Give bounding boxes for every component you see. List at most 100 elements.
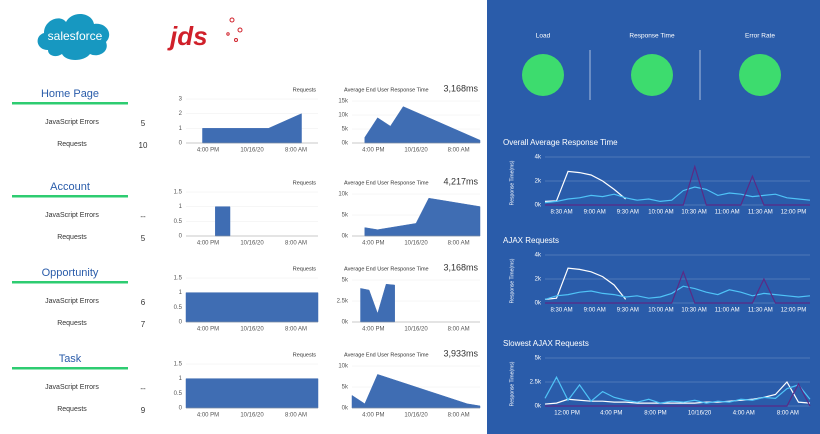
y-tick-label: 1.5 [174, 190, 183, 196]
x-tick-label: 4:00 AM [733, 411, 755, 417]
line [544, 380, 811, 405]
x-tick-label: 10/16/20 [240, 413, 264, 419]
x-tick-label: 4:00 PM [362, 241, 384, 247]
chart-value: 3,168ms [443, 83, 478, 93]
line [544, 186, 811, 204]
chart-value: 3,933ms [443, 348, 478, 358]
indicator-label: Error Rate [745, 33, 775, 40]
x-tick-label: 8:00 AM [285, 413, 307, 419]
metric-label: JavaScript Errors [45, 119, 99, 126]
x-tick-label: 8:30 AM [551, 210, 573, 216]
x-tick-label: 4:00 PM [197, 148, 219, 154]
y-tick-label: 1 [179, 204, 183, 210]
chart-value: 4,217ms [443, 176, 478, 186]
metric-value: -- [140, 212, 146, 221]
x-tick-label: 12:00 PM [781, 210, 807, 216]
x-tick-label: 9:00 AM [584, 210, 606, 216]
y-tick-label: 0.5 [174, 391, 183, 397]
y-tick-label: 0 [179, 234, 183, 240]
metric-label: JavaScript Errors [45, 212, 99, 219]
x-tick-label: 10/16/20 [404, 148, 428, 154]
y-tick-label: 0.5 [174, 305, 183, 311]
y-axis-label: Response Time(ms) [509, 258, 515, 303]
y-tick-label: 2.5k [337, 299, 349, 305]
indicator-label: Load [536, 33, 551, 40]
y-tick-label: 5k [535, 356, 542, 362]
x-tick-label: 10/16/20 [404, 327, 428, 333]
metric-label: Requests [57, 320, 87, 327]
y-tick-label: 0k [342, 320, 349, 326]
section-title: Opportunity [42, 267, 99, 279]
y-tick-label: 4k [535, 253, 542, 259]
line [544, 170, 627, 202]
y-tick-label: 0 [179, 141, 183, 147]
x-tick-label: 9:30 AM [617, 210, 639, 216]
metric-value: 10 [139, 141, 148, 150]
y-tick-label: 10k [338, 364, 349, 370]
chart-title: Average End User Response Time [344, 180, 429, 186]
chart-title: Slowest AJAX Requests [503, 339, 589, 348]
metric-label: Requests [57, 141, 87, 148]
metric-value: 7 [141, 320, 146, 329]
x-tick-label: 9:00 AM [584, 308, 606, 314]
y-tick-label: 5k [342, 385, 349, 391]
y-tick-label: 0k [342, 406, 349, 412]
y-tick-label: 15k [338, 99, 349, 105]
chart-title: AJAX Requests [503, 236, 559, 245]
y-tick-label: 2.5k [530, 380, 542, 386]
x-tick-label: 12:00 PM [554, 411, 580, 417]
chart-title: Requests [293, 87, 316, 93]
line [545, 164, 810, 206]
x-tick-label: 9:30 AM [617, 308, 639, 314]
jds-logo: jds [167, 21, 208, 51]
x-tick-label: 10/16/20 [240, 241, 264, 247]
y-tick-label: 3 [179, 97, 183, 103]
area [185, 292, 319, 323]
metric-label: Requests [57, 234, 87, 241]
y-tick-label: 2 [179, 111, 183, 117]
y-tick-label: 0k [342, 141, 349, 147]
section-title: Home Page [41, 88, 99, 100]
dividers [589, 50, 701, 100]
x-tick-label: 4:00 PM [197, 241, 219, 247]
area [215, 206, 231, 237]
salesforce-logo: salesforce [37, 13, 110, 60]
chart-title: Requests [293, 352, 316, 358]
line [545, 382, 811, 407]
x-tick-label: 10/16/20 [404, 241, 428, 247]
x-tick-label: 10:30 AM [681, 210, 706, 216]
y-tick-label: 1.5 [174, 276, 183, 282]
y-tick-label: 0 [179, 406, 183, 412]
x-tick-label: 10/16/20 [240, 327, 264, 333]
x-tick-label: 8:00 AM [777, 411, 799, 417]
y-tick-label: 0k [535, 203, 542, 209]
x-tick-label: 4:00 PM [362, 413, 384, 419]
x-tick-label: 12:00 PM [781, 308, 807, 314]
y-axis-label: Response Time(ms) [509, 160, 515, 205]
metric-value: -- [140, 384, 146, 393]
x-tick-label: 8:00 AM [285, 241, 307, 247]
metric-value: 6 [141, 298, 146, 307]
x-tick-label: 8:00 PM [644, 411, 666, 417]
x-tick-label: 8:00 AM [285, 327, 307, 333]
x-tick-label: 4:00 PM [197, 413, 219, 419]
section-title: Account [50, 181, 90, 193]
y-tick-label: 0k [535, 404, 542, 410]
section-underline [12, 102, 128, 105]
area [364, 106, 481, 144]
y-tick-label: 1 [179, 290, 183, 296]
metric-label: Requests [57, 406, 87, 413]
line [544, 285, 811, 300]
section-underline [12, 367, 128, 370]
chart-title: Average End User Response Time [344, 352, 429, 358]
chart-title: Average End User Response Time [344, 87, 429, 93]
x-tick-label: 8:00 AM [448, 148, 470, 154]
chart-value: 3,168ms [443, 262, 478, 272]
metric-label: JavaScript Errors [45, 298, 99, 305]
y-tick-label: 10k [338, 113, 349, 119]
y-tick-label: 0.5 [174, 219, 183, 225]
jds-dots [226, 17, 243, 42]
section-underline [12, 281, 128, 284]
x-tick-label: 11:00 AM [715, 210, 740, 216]
metric-value: 5 [141, 234, 146, 243]
